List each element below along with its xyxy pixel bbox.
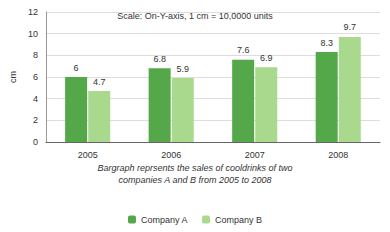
svg-text:0: 0 (33, 137, 38, 147)
svg-text:12: 12 (28, 7, 38, 17)
svg-text:8.3: 8.3 (320, 38, 333, 48)
svg-text:2: 2 (33, 115, 38, 125)
svg-text:4.7: 4.7 (93, 77, 106, 87)
svg-text:Company A: Company A (141, 215, 188, 225)
svg-text:6: 6 (74, 63, 79, 73)
svg-text:2006: 2006 (161, 150, 181, 160)
svg-text:companies A and B from 2005 to: companies A and B from 2005 to 2008 (119, 175, 272, 185)
svg-text:6: 6 (33, 72, 38, 82)
svg-text:2008: 2008 (328, 150, 348, 160)
svg-text:cm: cm (8, 71, 18, 83)
svg-text:Company B: Company B (215, 215, 262, 225)
svg-text:4: 4 (33, 94, 38, 104)
svg-text:6.8: 6.8 (153, 54, 166, 64)
svg-text:8: 8 (33, 50, 38, 60)
svg-text:9.7: 9.7 (344, 22, 357, 32)
svg-text:10: 10 (28, 29, 38, 39)
svg-text:2007: 2007 (245, 150, 265, 160)
svg-text:Scale: On-Y-axis, 1 cm = 10,00: Scale: On-Y-axis, 1 cm = 10,0000 units (117, 11, 273, 21)
svg-text:Bargraph reprsents the sales o: Bargraph reprsents the sales of cooldrin… (97, 163, 292, 173)
svg-text:2005: 2005 (78, 150, 98, 160)
svg-text:5.9: 5.9 (176, 64, 189, 74)
svg-text:6.9: 6.9 (260, 53, 273, 63)
svg-text:7.6: 7.6 (237, 45, 250, 55)
